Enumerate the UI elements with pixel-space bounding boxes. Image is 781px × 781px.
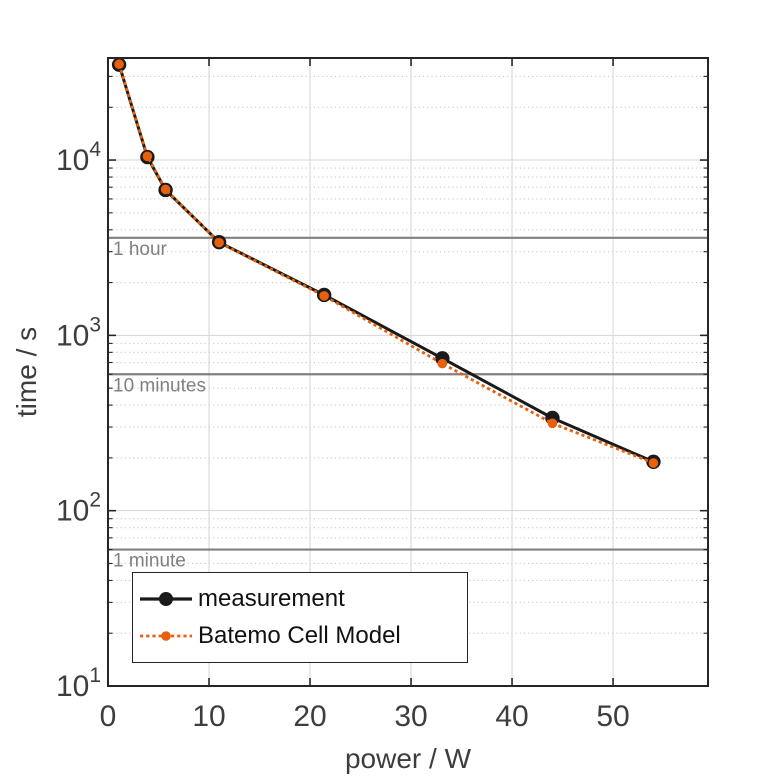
reference-label-2: 1 minute — [113, 551, 186, 572]
y-tick-label: 101 — [56, 664, 101, 703]
batemo-sample-marker-icon — [161, 631, 171, 642]
series-1-marker-icon — [648, 458, 659, 468]
gridlines — [108, 58, 708, 686]
x-tick-label: 50 — [596, 700, 629, 733]
x-tick-label: 30 — [394, 700, 427, 733]
data-series — [111, 57, 661, 470]
series-1-marker-icon — [214, 237, 224, 248]
tick-labels: 0 10 20 30 40 50 101 102 103 104 — [56, 138, 630, 733]
series-1-marker-icon — [160, 184, 171, 195]
y-tick-label: 102 — [56, 489, 101, 528]
measurement-line-sample-icon — [140, 591, 192, 606]
x-tick-label: 10 — [192, 700, 225, 733]
y-tick-label: 103 — [56, 313, 101, 352]
series-1-marker-icon — [437, 358, 448, 369]
reference-label-1: 10 minutes — [113, 375, 206, 396]
measurement-sample-marker-icon — [159, 591, 173, 606]
legend: measurement Batemo Cell Model — [132, 572, 468, 663]
series-line-0 — [117, 64, 655, 464]
reference-lines: 1 hour 10 minutes 1 minute — [108, 236, 708, 572]
legend-item-batemo-cell-model: Batemo Cell Model — [138, 624, 467, 648]
reference-label-0: 1 hour — [113, 239, 168, 260]
y-tick-label: 104 — [56, 138, 101, 177]
batemo-line-sample-icon — [140, 631, 192, 642]
series-1-marker-icon — [114, 59, 124, 70]
series-1-marker-icon — [142, 151, 153, 162]
legend-label-batemo-cell-model: Batemo Cell Model — [198, 622, 401, 650]
legend-item-measurement: measurement — [138, 584, 467, 612]
x-axis-label: power / W — [345, 743, 472, 774]
plot-border — [107, 57, 709, 687]
series-1-marker-icon — [319, 291, 329, 301]
legend-label-measurement: measurement — [198, 584, 345, 612]
series-1-marker-icon — [547, 418, 558, 429]
y-axis-label: time / s — [11, 327, 42, 417]
series-line-1 — [117, 63, 655, 465]
x-tick-label: 20 — [293, 700, 326, 733]
axes-box — [107, 57, 709, 687]
x-tick-label: 0 — [100, 700, 117, 733]
x-tick-label: 40 — [495, 700, 528, 733]
